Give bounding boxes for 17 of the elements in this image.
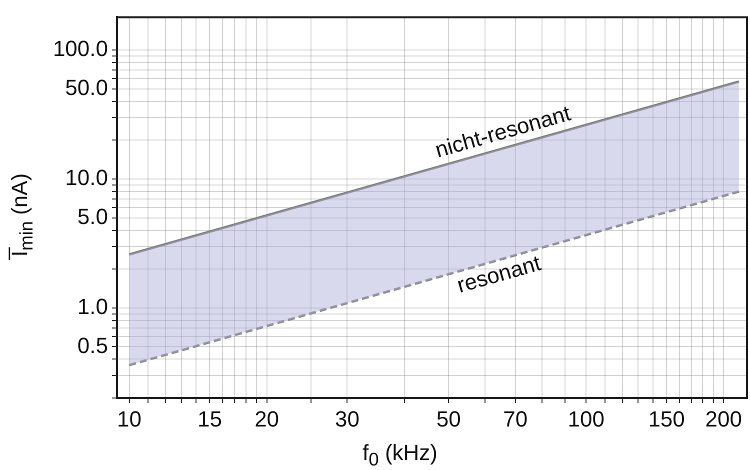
text: resonant	[454, 250, 544, 298]
y-tick-label: 50.0	[65, 74, 108, 100]
x-tick-label: 20	[254, 406, 280, 432]
x-tick-label: 100	[568, 406, 604, 432]
x-tick-label: 200	[705, 406, 742, 432]
x-tick-label: 15	[197, 406, 222, 432]
x-tick-label: 50	[436, 406, 461, 432]
y-tick-label: 5.0	[77, 204, 108, 229]
y-tick-label: 100.0	[52, 36, 108, 62]
x-tick-label: 10	[117, 406, 142, 432]
y-tick-label: 0.5	[77, 332, 108, 358]
x-tick-label: 30	[335, 406, 360, 432]
x-axis-title: f$_{0}$ (kHz)	[362, 440, 438, 470]
x-tick-label: 70	[503, 406, 528, 432]
x-tick-label: 150	[648, 406, 685, 432]
y-tick-label: 1.0	[77, 294, 108, 319]
y-tick-label: 10.0	[65, 165, 108, 190]
